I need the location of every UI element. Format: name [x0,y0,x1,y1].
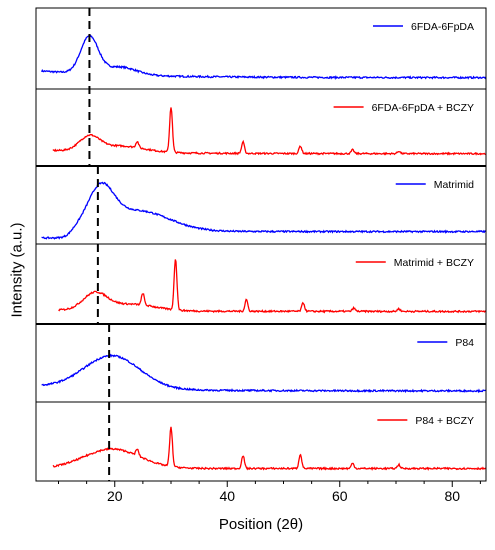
x-tick-label: 40 [219,488,235,504]
x-tick-label: 20 [107,488,123,504]
legend-label-4: Matrimid + BCZY [394,257,474,269]
legend-label-2: 6FDA-6FpDA + BCZY [372,102,474,114]
legend-label-3: Matrimid [434,179,474,191]
series-line-1 [41,34,487,80]
y-axis-title-text: Intensity (a.u.) [8,222,26,318]
series-line-3 [41,181,486,240]
y-axis-title: Intensity (a.u.) [2,170,32,370]
series-line-6 [52,426,487,471]
series-line-4 [58,259,487,314]
legend-label-5: P84 [455,337,474,349]
series-line-2 [52,107,486,156]
legend-label-6: P84 + BCZY [415,415,474,427]
x-axis-title: Position (2θ) [218,516,304,533]
panel-frame-6 [35,401,487,482]
legend-label-1: 6FDA-6FpDA [411,21,474,33]
series-line-5 [41,353,487,394]
x-tick-label: 80 [444,488,460,504]
x-tick-label: 60 [332,488,348,504]
